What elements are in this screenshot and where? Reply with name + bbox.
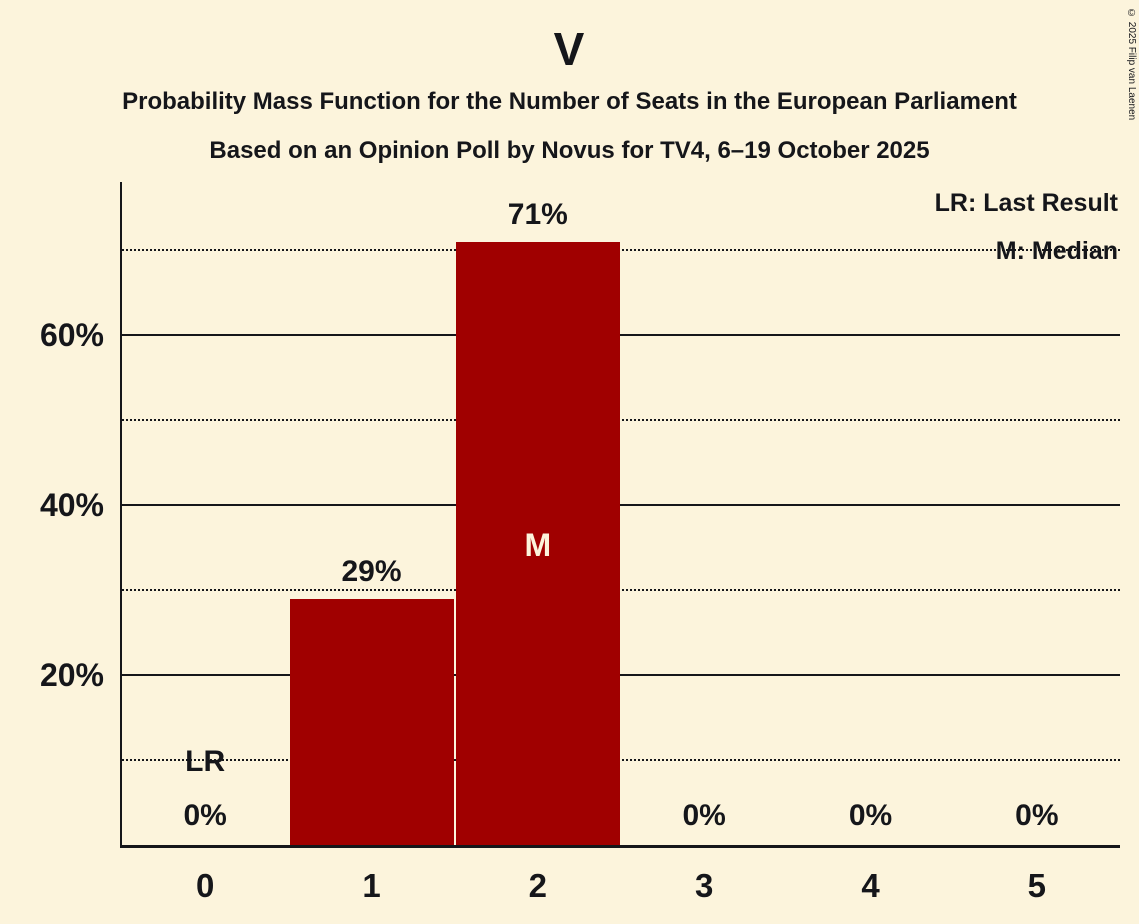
last-result-label: LR [185,745,226,778]
gridline-solid [122,334,1120,336]
x-axis-tick-label: 5 [1027,867,1047,904]
bar [455,241,620,845]
bar-value-label: 71% [507,197,568,231]
bar [289,598,454,845]
legend-median: M: Median [995,237,1118,265]
plot-area: LR: Last Result M: Median 20% 40% 60% 0% LR 0… [40,182,1120,902]
bar-value-label: 0% [848,799,893,832]
bar-value-label: 29% [341,554,402,588]
copyright-notice: © 2025 Filip van Laenen [1126,8,1137,121]
x-axis-tick-label: 1 [362,867,381,904]
y-axis-tick-label: 40% [39,487,104,523]
y-axis-tick-label: 60% [39,317,104,353]
x-axis-tick-label: 3 [694,867,714,904]
median-label: M [524,527,552,564]
gridline-dotted [122,249,1120,251]
gridline-dotted [122,759,1120,761]
chart-subtitle: Probability Mass Function for the Number… [122,88,1017,115]
gridline-dotted [122,589,1120,591]
x-axis-tick-label: 0 [195,867,215,904]
gridline-solid [122,504,1120,506]
bar-value-label: 0% [1015,799,1059,832]
bar-value-label: 0% [183,799,227,832]
bar-value-label: 0% [682,799,726,832]
chart-subtitle-source: Based on an Opinion Poll by Novus for TV… [209,137,930,164]
chart-title: V [553,23,586,75]
x-axis-tick-label: 2 [528,867,548,904]
legend-last-result: LR: Last Result [934,189,1118,217]
gridline-dotted [122,419,1120,421]
y-axis-tick-label: 20% [39,657,104,693]
x-axis-tick-label: 4 [861,867,880,904]
gridline-solid [122,674,1120,676]
